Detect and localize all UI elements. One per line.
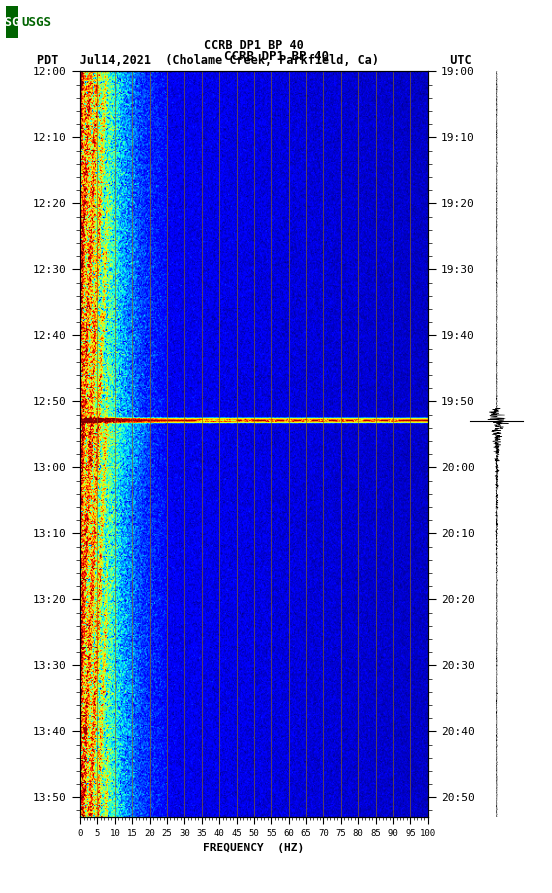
FancyBboxPatch shape <box>6 6 18 38</box>
X-axis label: FREQUENCY  (HZ): FREQUENCY (HZ) <box>203 844 305 854</box>
Text: USGS: USGS <box>21 16 51 29</box>
Title: CCRB DP1 BP 40
PDT   Jul14,2021  (Cholame Creek, Parkfield, Ca)          UTC: CCRB DP1 BP 40 PDT Jul14,2021 (Cholame C… <box>36 39 471 68</box>
Text: CCRB DP1 BP 40: CCRB DP1 BP 40 <box>224 49 328 63</box>
Text: USGS: USGS <box>0 16 27 29</box>
